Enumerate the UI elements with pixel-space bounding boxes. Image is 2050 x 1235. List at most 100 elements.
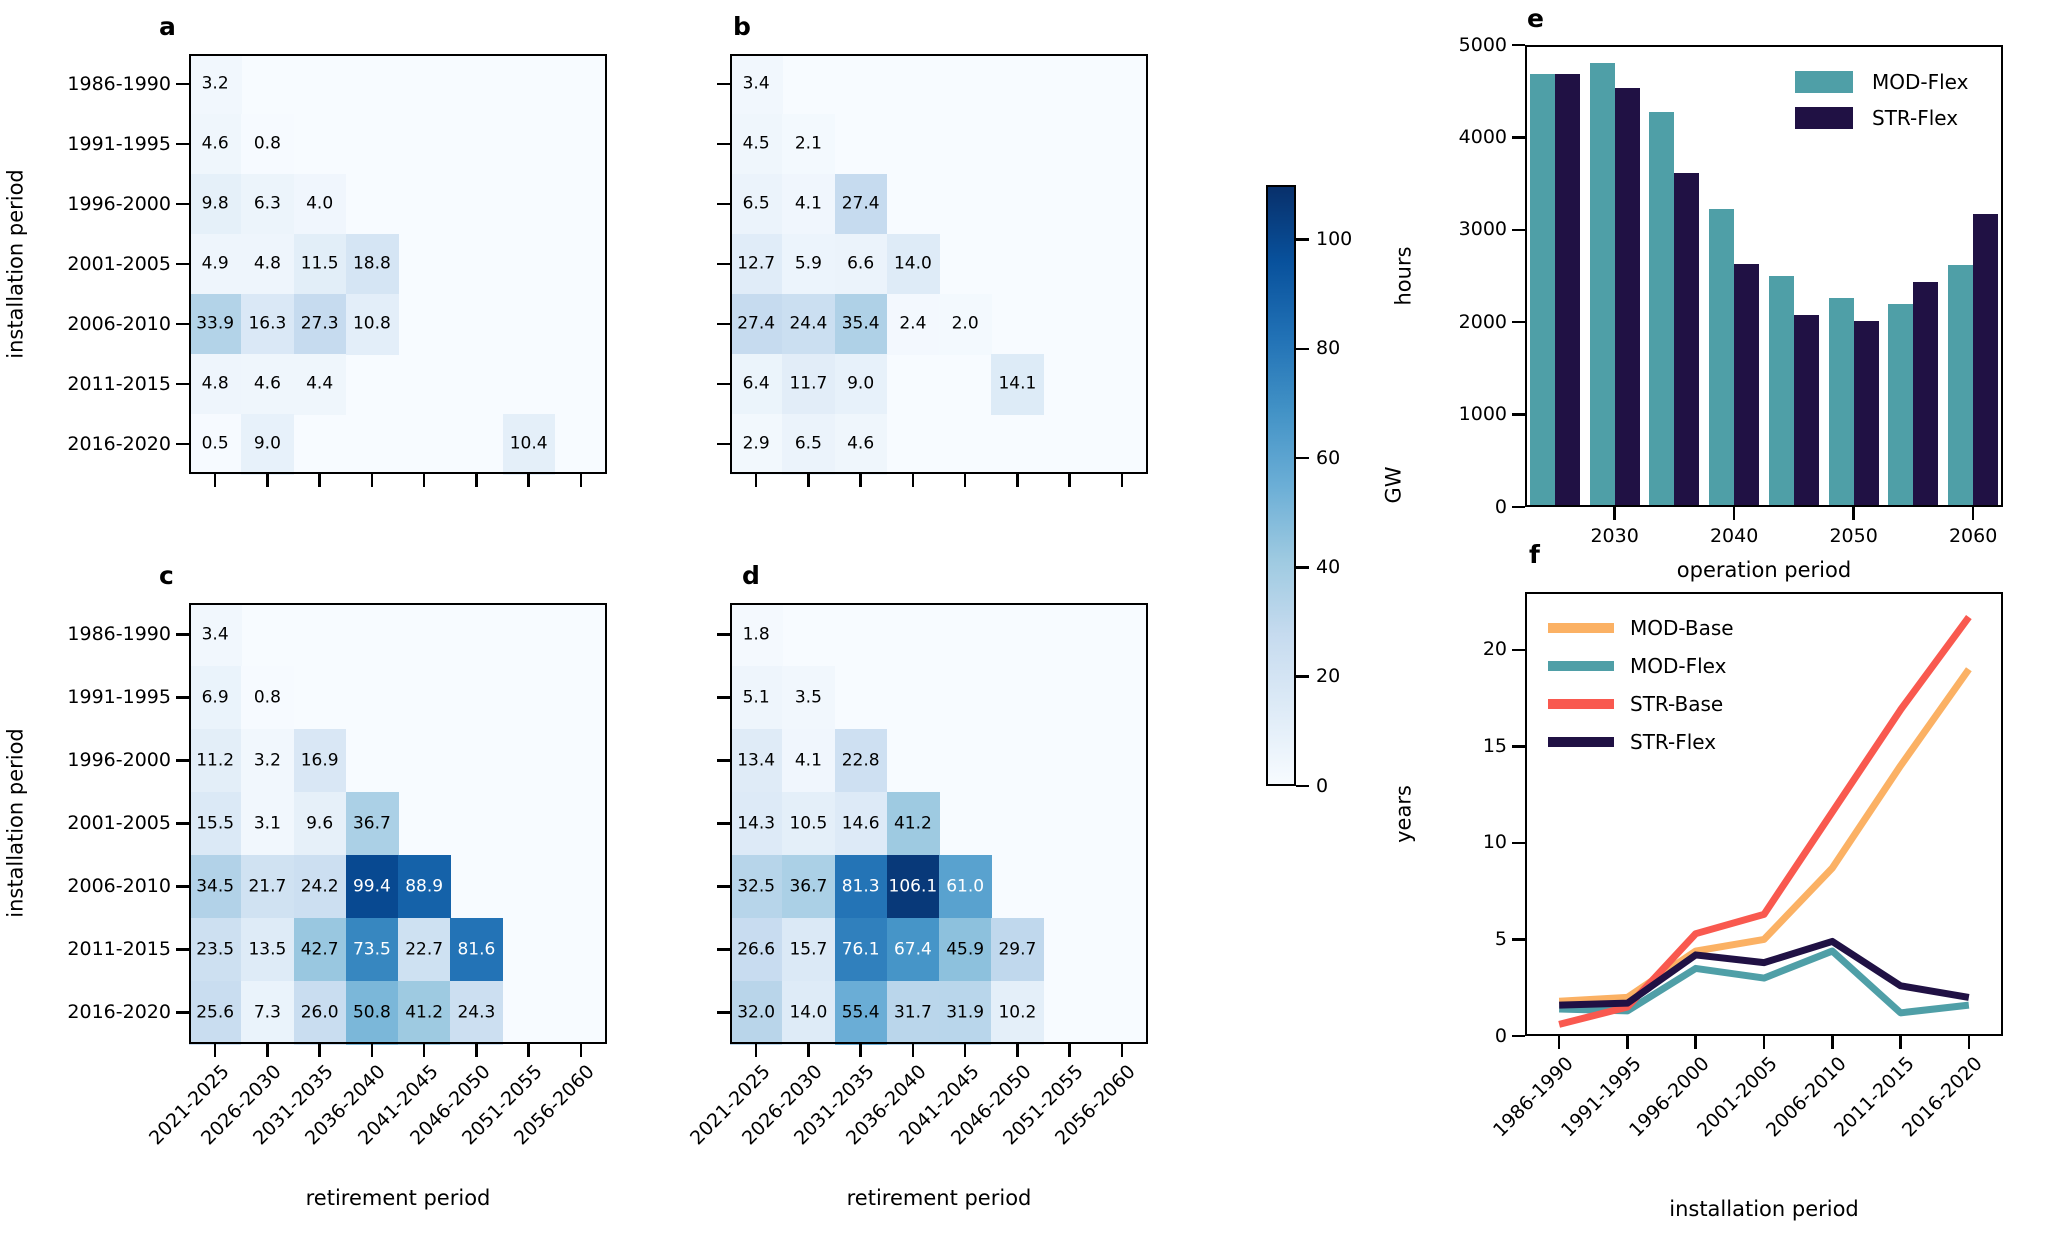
y-tick [717,948,730,951]
heatmap-cell [834,729,888,793]
colorbar-tick-label: 60 [1316,446,1341,469]
heatmap-cell [241,354,294,415]
heatmap-cell-value: 76.1 [841,939,880,959]
heatmap-cell [241,666,294,730]
x-tick [754,1044,758,1057]
heatmap-cell-value: 88.9 [405,876,444,896]
heatmap-cell-value: 50.8 [352,1002,391,1022]
heatmap-cell [834,174,888,235]
legend-label: STR-Flex [1630,730,1717,754]
heatmap-cell-value: 3.1 [253,813,281,833]
heatmap-cell [939,855,992,919]
x-tick [527,1044,530,1057]
colorbar-tick-label: 40 [1316,555,1341,578]
y-tick-label: 10 [1482,831,1507,854]
colorbar-tick [1296,784,1309,788]
x-tick [1120,474,1124,487]
heatmap-cell [886,981,940,1045]
bar-MOD-Flex [1589,62,1615,507]
heatmap-cell-value: 5.1 [742,687,770,707]
heatmap-cell [886,792,940,856]
colorbar-tick-label: 100 [1316,228,1353,251]
heatmap-cell [991,354,1044,415]
heatmap-cell-value: 12.7 [737,253,776,274]
heatmap-cell-value: 26.6 [737,939,776,959]
x-tick [1068,1044,1071,1057]
y-tick [717,382,730,386]
panel-letter-a: a [159,12,176,41]
x-tick-label: 2030 [1590,525,1639,547]
x-tick [1016,474,1019,487]
y-tick [176,322,189,326]
y-tick [717,322,730,326]
heatmap-cell [189,234,242,295]
heatmap-cell-value: 6.5 [742,193,770,214]
bar-STR-Flex [1973,214,1999,507]
heatmap-cell [241,414,294,475]
heatmap-cell-value: 6.4 [742,373,770,394]
heatmap-cell-value: 24.3 [457,1002,496,1022]
x-tick [527,474,530,487]
y-tick [176,759,189,762]
heatmap-cell [293,234,347,295]
colorbar-tick [1296,238,1309,241]
colorbar-gradient [1266,185,1296,786]
y-tick-label: 1986-1990 [67,623,171,645]
heatmap-cell-value: 10.5 [789,813,828,833]
y-tick-label: 2011-2015 [67,372,171,395]
y-tick [1512,505,1525,509]
y-tick-label: 1000 [1458,403,1507,426]
bar-STR-Flex [1853,321,1879,507]
x-tick-label: 2040 [1709,525,1759,547]
heatmap-cell [782,354,835,415]
heatmap-cell [241,792,294,856]
heatmap-cell-value: 0.8 [253,133,281,154]
heatmap-cell-value: 55.4 [841,1002,880,1022]
heatmap-cell-value: 14.0 [893,253,932,274]
bar-STR-Flex [1793,314,1819,507]
heatmap-cell [241,234,294,295]
x-tick [1626,1036,1629,1049]
bar-STR-Flex [1674,173,1700,507]
heatmap-cell [886,294,940,355]
heatmap-cell [345,918,399,982]
x-tick [318,474,321,487]
x-tick-label: 2060 [1948,525,1998,547]
x-tick [1967,1036,1971,1049]
y-tick [717,202,730,206]
x-tick [1831,1036,1834,1049]
heatmap-cell-value: 9.0 [847,373,875,394]
heatmap-cell-value: 32.0 [737,1002,776,1022]
bar-STR-Flex [1734,263,1760,507]
line-series-STR-Flex [1559,937,1970,1009]
legend-line-STR-Flex [1548,737,1614,747]
heatmap-cell [730,54,783,115]
legend-label: MOD-Flex [1872,70,1969,94]
y-tick-label: 1991-1995 [67,686,171,708]
heatmap-cell [782,234,835,295]
y-tick-label: 5000 [1458,33,1507,56]
heatmap-cell-value: 2.4 [899,313,927,334]
heatmap-cell [834,792,888,856]
heatmap-cell [450,981,503,1045]
y-tick-label: 1991-1995 [67,132,171,155]
heatmap-cell-value: 22.8 [841,750,880,770]
heatmap-cell-value: 4.1 [794,193,822,214]
heatmap-cell-value: 4.6 [253,373,281,394]
heatmap-cell-value: 22.7 [405,939,444,959]
y-tick-label: 3000 [1458,218,1507,241]
heatmap-cell-value: 4.5 [742,133,770,154]
heatmap-cell [730,666,783,730]
heatmap-cell [834,354,888,415]
heatmap-cell [398,855,451,919]
heatmap-cell [293,792,347,856]
heatmap-cell-value: 5.9 [794,253,822,274]
y-tick-label: 2016-2020 [67,432,171,455]
heatmap-cell-value: 4.6 [201,133,229,154]
heatmap-cell [939,981,992,1045]
y-tick-label: 5 [1494,927,1507,950]
colorbar-tick [1296,456,1309,460]
heatmap-cell [189,729,242,793]
bar-MOD-Flex [1888,303,1914,507]
x-tick [475,474,478,487]
